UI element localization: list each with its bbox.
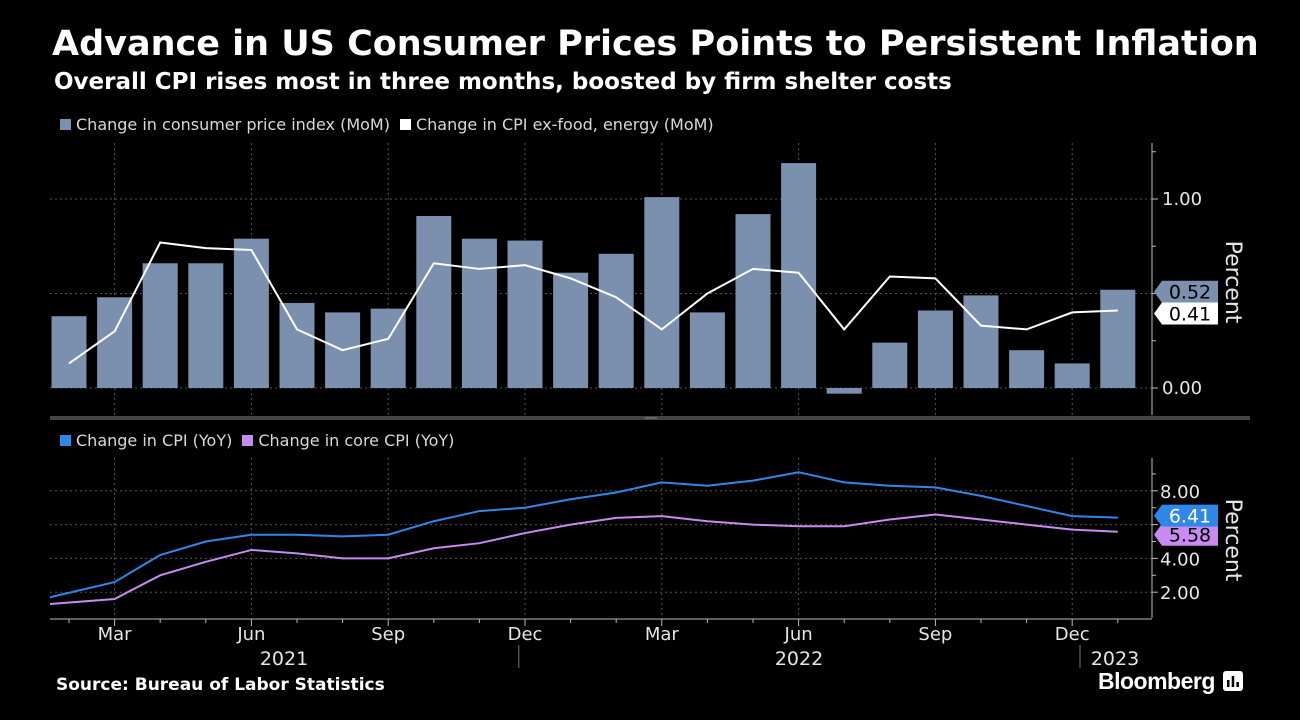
legend-swatch-cpi-mom (60, 119, 71, 130)
bar-cpi-mom (963, 295, 999, 388)
legend-swatch-cpi-yoy (60, 435, 71, 446)
mom-panel: 0.00 1.00 0.520.41 Percent (50, 143, 1245, 415)
x-tick-label: Dec (1055, 624, 1090, 645)
end-label-core-mom: 0.41 (1154, 302, 1218, 326)
year-label: 2021 (260, 648, 308, 670)
end-label-core-yoy-text: 5.58 (1169, 525, 1211, 547)
x-tick-label: Mar (645, 624, 680, 645)
legend-label-core-yoy: Change in core CPI (YoY) (258, 431, 455, 450)
bar-cpi-mom (553, 272, 589, 388)
end-label-core-mom-text: 0.41 (1169, 304, 1211, 326)
brand-logo: Bloomberg (1098, 668, 1243, 695)
top-axis-title: Percent (1220, 241, 1245, 324)
bar-cpi-mom (826, 388, 862, 394)
legend-label-cpi-mom: Change in consumer price index (MoM) (76, 115, 390, 134)
bar-cpi-mom (781, 163, 817, 388)
bar-cpi-mom (51, 316, 87, 388)
year-label: 2023 (1091, 648, 1139, 670)
end-label-cpi-yoy-bg (1154, 504, 1218, 527)
bar-cpi-mom (97, 297, 133, 388)
source-note: Source: Bureau of Labor Statistics (56, 675, 385, 695)
x-tick-label: Jun (784, 624, 813, 645)
x-tick-label: Sep (918, 624, 952, 645)
end-label-core-yoy-bg (1154, 523, 1218, 546)
line-cpi-yoy (49, 471, 1118, 599)
x-tick-label: Sep (371, 624, 405, 645)
x-tick-label: Mar (98, 624, 133, 645)
bar-cpi-mom (233, 238, 269, 388)
legend-swatch-core-yoy (242, 435, 254, 446)
bar-cpi-mom (689, 312, 725, 388)
bar-cpi-mom (370, 308, 406, 388)
bar-cpi-mom (1100, 289, 1136, 388)
end-label-cpi-mom-text: 0.52 (1169, 282, 1211, 304)
bar-cpi-mom (1054, 363, 1090, 388)
bottom-tick-label: 2.00 (1160, 583, 1200, 604)
bottom-axis-title: Percent (1220, 499, 1245, 582)
bar-cpi-mom (644, 197, 680, 388)
brand-name: Bloomberg (1098, 668, 1215, 694)
end-label-cpi-mom: 0.52 (1154, 280, 1218, 304)
end-label-cpi-yoy: 6.41 (1154, 504, 1218, 528)
legend-swatch-core-mom (399, 119, 411, 130)
bar-cpi-mom (598, 253, 634, 388)
legend-label-core-mom: Change in CPI ex-food, energy (MoM) (415, 115, 714, 134)
bar-cpi-mom (917, 310, 953, 388)
line-core-mom (68, 241, 1118, 365)
top-tick-label: 0.00 (1162, 378, 1202, 399)
chart-subtitle: Overall CPI rises most in three months, … (54, 69, 952, 95)
bar-cpi-mom (188, 263, 224, 388)
bar-cpi-mom (735, 214, 771, 388)
yoy-panel: 2.00 4.00 8.00 5.586.41 Percent Mar Jun Sep Dec M… (49, 458, 1245, 670)
bar-cpi-mom (507, 240, 543, 388)
bottom-legend: Change in CPI (YoY) Change in core CPI (… (60, 431, 464, 450)
end-label-core-yoy: 5.58 (1154, 523, 1218, 547)
end-label-cpi-yoy-text: 6.41 (1169, 506, 1211, 528)
bar-cpi-mom (416, 216, 452, 388)
top-tick-label: 1.00 (1162, 189, 1202, 210)
end-label-core-mom-bg (1154, 302, 1218, 325)
legend-item-core-yoy: Change in core CPI (YoY) (242, 431, 454, 450)
chart-title: Advance in US Consumer Prices Points to … (52, 24, 1259, 64)
legend-item-core-mom: Change in CPI ex-food, energy (MoM) (399, 115, 714, 134)
top-legend: Change in consumer price index (MoM) Cha… (60, 115, 724, 134)
year-label: 2022 (775, 648, 823, 670)
legend-label-cpi-yoy: Change in CPI (YoY) (76, 431, 233, 450)
bar-cpi-mom (1009, 350, 1045, 388)
legend-item-cpi-yoy: Change in CPI (YoY) (60, 431, 232, 450)
bars-icon (1222, 671, 1243, 691)
end-label-cpi-mom-bg (1154, 280, 1218, 303)
bar-cpi-mom (279, 302, 315, 388)
bottom-tick-label: 8.00 (1160, 482, 1200, 503)
legend-item-cpi-mom: Change in consumer price index (MoM) (60, 115, 390, 134)
x-tick-label: Jun (236, 624, 265, 645)
bottom-tick-label: 4.00 (1160, 549, 1200, 570)
line-core-yoy (49, 513, 1118, 606)
bar-cpi-mom (142, 263, 178, 388)
bar-cpi-mom (872, 342, 908, 388)
x-tick-label: Dec (508, 624, 543, 645)
bar-cpi-mom (461, 238, 497, 388)
